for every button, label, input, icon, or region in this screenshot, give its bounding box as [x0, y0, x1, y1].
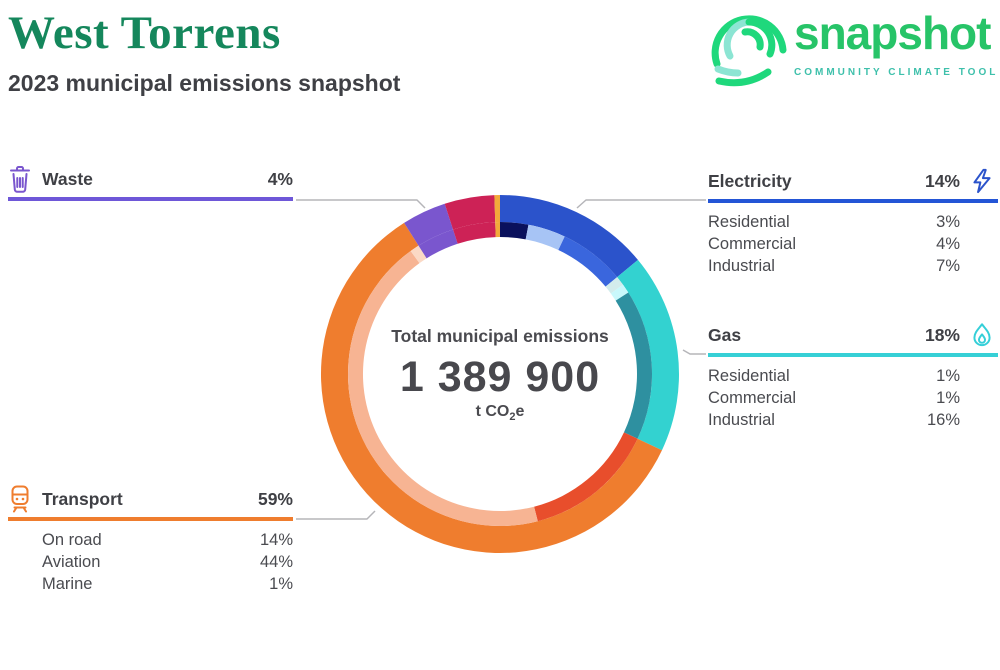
breakdown-value: 1%: [936, 389, 960, 407]
breakdown-value: 4%: [936, 235, 960, 253]
breakdown-value: 7%: [936, 257, 960, 275]
breakdown-label: Commercial: [708, 389, 797, 407]
callout-electricity-header: Electricity 14%: [708, 168, 998, 194]
total-emissions-unit: t CO2e: [475, 403, 525, 423]
callout-waste-rule: [8, 197, 293, 201]
callout-gas-rows: Residential 1% Commercial 1% Industrial …: [708, 365, 998, 431]
donut-subsegment-Electricity-Commercial: [525, 224, 565, 251]
breakdown-label: Industrial: [708, 411, 775, 429]
page-title: West Torrens: [8, 7, 281, 59]
donut-subsegment-Waste-Waste: [418, 229, 458, 259]
callout-gas-label: Gas: [708, 324, 742, 345]
donut-subsegment-Gas-Commercial: [610, 284, 629, 301]
callout-waste-percent: 4%: [267, 168, 293, 189]
header: West Torrens 2023 municipal emissions sn…: [8, 0, 400, 98]
callout-gas-percent: 18%: [924, 324, 960, 345]
callout-transport-percent: 59%: [257, 488, 293, 509]
donut-subsegment-Electricity-Residential: [500, 222, 529, 240]
tram-icon: [8, 484, 32, 514]
breakdown-row: Marine 1%: [8, 573, 293, 595]
callout-transport-rule: [8, 517, 293, 521]
breakdown-row: Commercial 1%: [708, 387, 998, 409]
callout-transport: Transport 59% On road 14% Aviation 44% M…: [8, 484, 293, 595]
trash-icon: [8, 164, 32, 194]
breakdown-value: 1%: [936, 367, 960, 385]
callout-electricity-percent: 14%: [924, 170, 960, 191]
breakdown-label: Marine: [42, 575, 93, 593]
breakdown-value: 14%: [259, 531, 293, 549]
donut-subsegment-Transport-On road: [534, 432, 638, 522]
breakdown-value: 3%: [936, 213, 960, 231]
donut-subsegment-Gas-Residential: [605, 277, 623, 294]
donut-subsegment-Gas-Industrial: [615, 292, 653, 439]
callout-transport-rows: On road 14% Aviation 44% Marine 1%: [8, 529, 293, 595]
donut-segment-Gas: [617, 259, 679, 451]
breakdown-row: Industrial 7%: [708, 255, 998, 277]
callout-waste: Waste 4%: [8, 166, 293, 201]
breakdown-label: Industrial: [708, 257, 775, 275]
callout-gas-rule: [708, 353, 998, 357]
donut-segment-Waste: [404, 203, 454, 246]
breakdown-label: Commercial: [708, 235, 797, 253]
callout-gas: Gas 18% Residential 1% Commercial 1% Ind…: [708, 322, 998, 431]
breakdown-row: Commercial 4%: [708, 233, 998, 255]
breakdown-label: Residential: [708, 367, 790, 385]
total-emissions-label: Total municipal emissions: [391, 326, 609, 346]
callout-electricity-label: Electricity: [708, 170, 792, 191]
donut-rings: [320, 195, 679, 554]
snapshot-logo-icon: [711, 15, 787, 87]
lightning-bolt-icon: [968, 167, 998, 195]
breakdown-row: Residential 1%: [708, 365, 998, 387]
breakdown-value: 44%: [259, 553, 293, 571]
breakdown-label: Residential: [708, 213, 790, 231]
page-subtitle: 2023 municipal emissions snapshot: [8, 70, 401, 96]
callout-electricity: Electricity 14% Residential 3% Commercia…: [708, 168, 998, 277]
donut-segment-Electricity: [500, 195, 638, 278]
callout-connector-lines: [296, 199, 706, 520]
callout-waste-header: Waste 4%: [8, 164, 293, 194]
callout-gas-header: Gas 18%: [708, 322, 998, 348]
breakdown-label: Aviation: [42, 553, 101, 571]
logo-tagline: COMMUNITY CLIMATE TOOL: [794, 67, 999, 78]
callout-electricity-rows: Residential 3% Commercial 4% Industrial …: [708, 211, 998, 277]
connector-line-transport: [296, 510, 376, 520]
connector-line-waste: [296, 199, 426, 209]
donut-subsegment-Electricity-Industrial: [558, 236, 618, 287]
donut-segment-other-5: [494, 195, 500, 223]
breakdown-row: On road 14%: [8, 529, 293, 551]
callout-electricity-rule: [708, 199, 998, 203]
logo-wordmark: snapshot: [794, 7, 991, 59]
flame-icon: [968, 321, 998, 349]
callout-waste-label: Waste: [42, 168, 93, 189]
donut-segment-other-4: [444, 195, 496, 230]
connector-line-electricity: [576, 199, 706, 209]
callout-transport-header: Transport 59%: [8, 484, 293, 514]
donut-subsegment-other-5-other-5: [495, 222, 500, 238]
breakdown-row: Industrial 16%: [708, 409, 998, 431]
donut-subsegment-Transport-Marine: [410, 245, 427, 264]
breakdown-label: On road: [42, 531, 102, 549]
breakdown-value: 1%: [269, 575, 293, 593]
total-emissions-value: 1 389 900: [399, 353, 601, 401]
logo-text: snapshot COMMUNITY CLIMATE TOOL: [794, 2, 998, 78]
breakdown-row: Aviation 44%: [8, 551, 293, 573]
donut-center-text: Total municipal emissions 1 389 900 t CO…: [360, 326, 640, 423]
snapshot-logo: snapshot COMMUNITY CLIMATE TOOL: [704, 2, 998, 94]
breakdown-value: 16%: [926, 411, 960, 429]
callout-transport-label: Transport: [42, 488, 123, 509]
connector-line-gas: [682, 349, 706, 355]
donut-subsegment-other-4-other-4: [453, 222, 496, 244]
breakdown-row: Residential 3%: [708, 211, 998, 233]
